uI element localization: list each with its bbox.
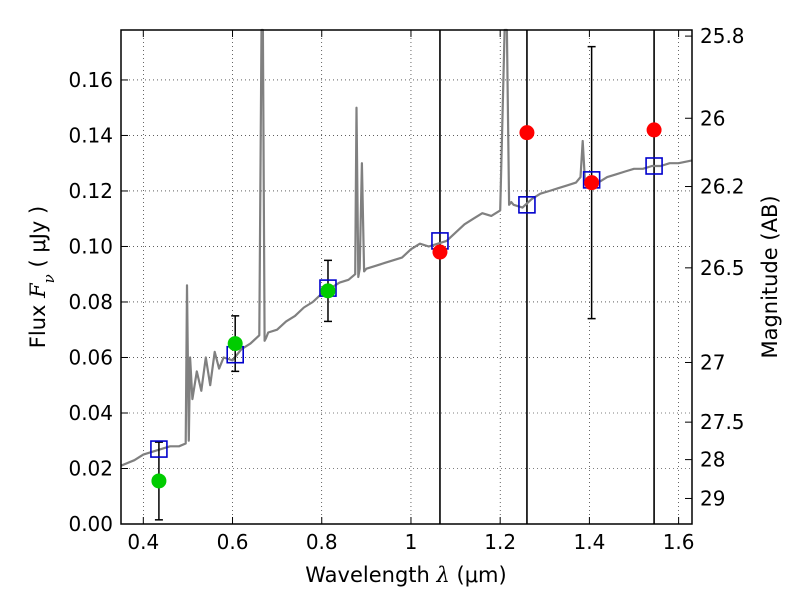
y-tick-label: 0.02: [68, 456, 113, 480]
right-tick-label: 28: [700, 448, 725, 472]
x-axis-label-prefix: Wavelength: [305, 563, 436, 587]
y-tick-label: 0.16: [68, 68, 113, 92]
y-tick-label: 0.08: [68, 290, 113, 314]
infrared-data-point: [646, 122, 662, 138]
right-tick-label: 26.2: [700, 175, 745, 199]
optical-data-point: [151, 473, 167, 489]
spectrum-line: [120, 28, 693, 467]
right-tick-label: 26.5: [700, 256, 745, 280]
right-tick-label: 27: [700, 350, 725, 374]
optical-data-point: [227, 336, 243, 352]
x-axis-label-unit: (μm): [450, 563, 507, 587]
x-tick-label: 1.4: [573, 530, 605, 554]
y-axis-label-unit: ( μJy ): [26, 206, 50, 274]
y-axis-label: Flux Fν ( μJy ): [26, 206, 58, 348]
y-tick-label: 0.12: [68, 179, 113, 203]
x-axis-label-symbol: λ: [436, 563, 450, 587]
right-tick-label: 27.5: [700, 410, 745, 434]
x-tick-label: 0.8: [306, 530, 338, 554]
y-axis-label-subscript: ν: [40, 274, 58, 283]
infrared-data-point: [519, 125, 535, 141]
x-tick-label: 1.2: [484, 530, 516, 554]
x-tick-label: 1.6: [663, 530, 695, 554]
axis-ticks: 0.4 0.6 0.8 1 1.2 1.4 1.6 0.00 0.02 0.04 0.06 0.08 0…: [68, 24, 744, 554]
optical-data-point: [320, 283, 336, 299]
model-band-square: [518, 196, 536, 214]
y-tick-label: 0.04: [68, 401, 113, 425]
right-axis-label: Magnitude (AB): [758, 195, 782, 358]
right-tick-label: 26: [700, 106, 725, 130]
model-band-square: [150, 440, 168, 458]
infrared-data-point: [584, 175, 600, 191]
y-axis-label-symbol: F: [26, 282, 50, 299]
right-tick-label: 29: [700, 486, 725, 510]
plot-frame: [120, 29, 693, 525]
x-tick-label: 1: [405, 530, 418, 554]
y-tick-label: 0.00: [68, 512, 113, 536]
model-band-square: [645, 157, 663, 175]
y-tick-label: 0.14: [68, 123, 113, 147]
y-tick-label: 0.06: [68, 345, 113, 369]
data-series: [120, 28, 693, 521]
x-tick-label: 0.6: [217, 530, 249, 554]
y-axis-label-prefix: Flux: [26, 298, 50, 348]
x-axis-label: Wavelength λ (μm): [305, 563, 506, 587]
x-tick-label: 0.4: [127, 530, 159, 554]
infrared-data-point: [432, 244, 448, 260]
y-tick-label: 0.10: [68, 234, 113, 258]
vertical-marker-lines: [439, 30, 655, 524]
right-tick-label: 25.8: [700, 24, 745, 48]
